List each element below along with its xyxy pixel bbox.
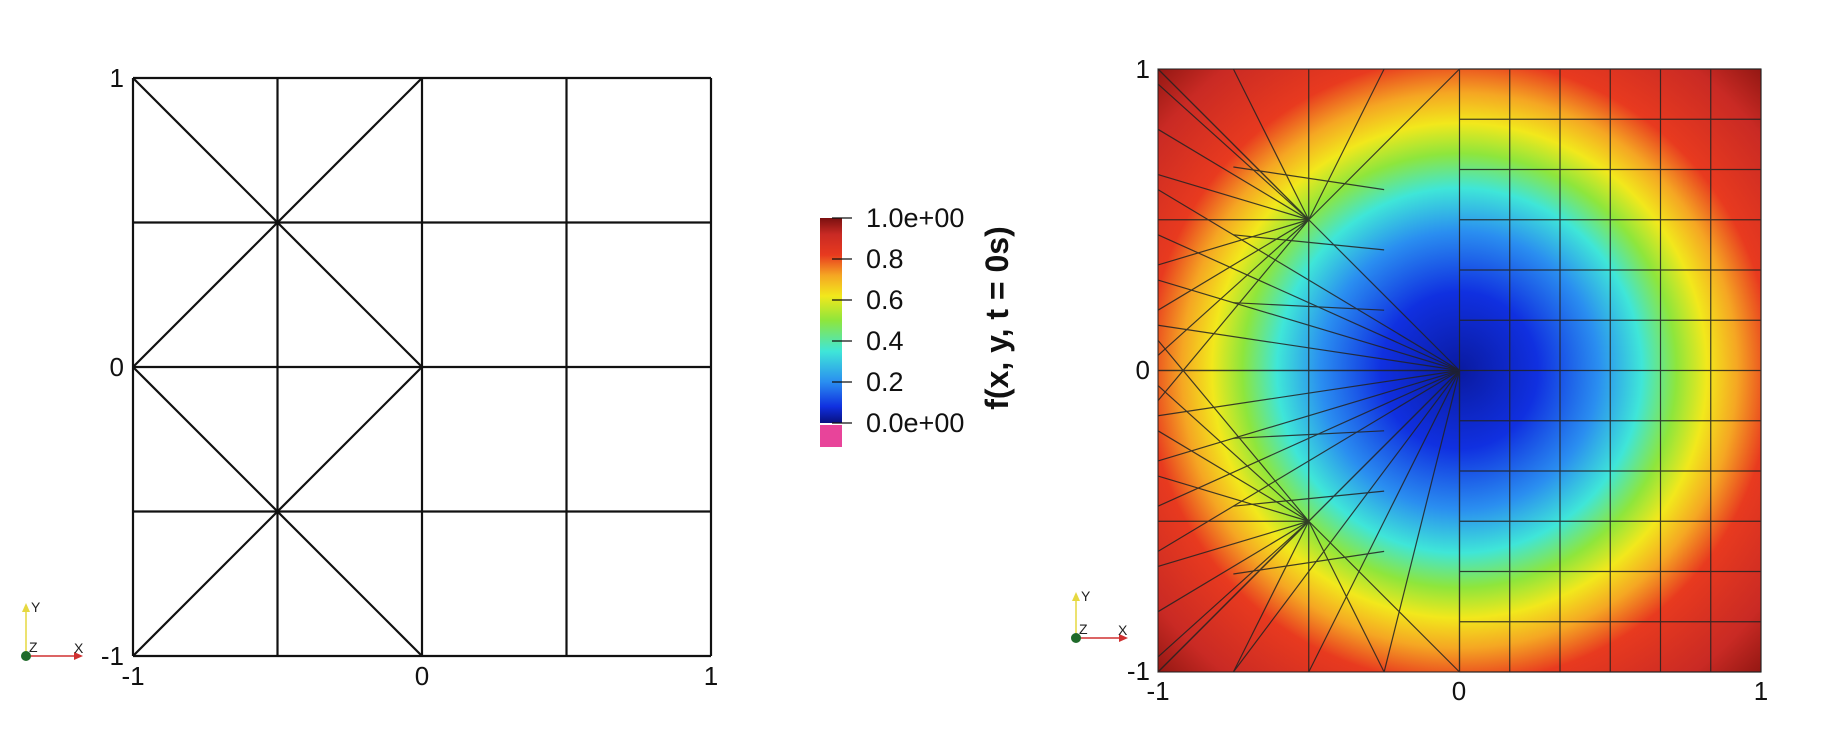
triad-origin-icon [21, 651, 31, 661]
left-axes-triad: Y Z X [21, 599, 84, 661]
mesh-fan-edge [1308, 370, 1461, 673]
mesh-fan-edge [1232, 370, 1460, 673]
colorbar-tick-label: 0.2 [866, 367, 904, 397]
mesh-edge [1233, 430, 1385, 439]
mesh-diagonal [132, 510, 279, 657]
mesh-fan-edge [1157, 520, 1310, 673]
triad-x-label: X [1118, 622, 1128, 638]
mesh-fan-edge [1157, 219, 1310, 356]
mesh-border [1157, 68, 1762, 673]
left-y-tick-mid: 0 [110, 352, 124, 382]
left-x-tick-mid: 0 [415, 661, 429, 691]
color-legend: 1.0e+00 0.8 0.6 0.4 0.2 0.0e+00 f(x, y, t = 0… [820, 203, 1015, 447]
triad-y-label: Y [31, 599, 41, 615]
mesh-fan-edge [1232, 68, 1310, 221]
colorbar-ticks: 1.0e+00 0.8 0.6 0.4 0.2 0.0e+00 [832, 203, 964, 438]
mesh-diagonal [132, 366, 279, 513]
mesh-fan-edge [1308, 520, 1460, 673]
mesh-fan-edge [1308, 520, 1385, 673]
mesh-diagonal [276, 510, 423, 657]
right-y-tick-max: 1 [1136, 54, 1150, 84]
mesh-fan-edge [1157, 520, 1310, 613]
colorbar-nan-swatch [820, 425, 842, 447]
mesh-edge [1233, 490, 1385, 507]
triad-y-label: Y [1081, 588, 1091, 604]
mesh-fan-edge [1308, 68, 1460, 221]
mesh-fan-edge [1157, 520, 1310, 658]
triad-origin-icon [1071, 633, 1081, 643]
mesh-edge [1233, 550, 1385, 575]
right-y-tick-min: -1 [1127, 656, 1150, 686]
right-field-view: -1 0 1 1 0 -1 Y Z X [1071, 54, 1768, 706]
colorbar-tick-label: 0.0e+00 [866, 408, 964, 438]
left-mesh-lines [131, 76, 713, 658]
mesh-fan-edge [1157, 68, 1310, 221]
right-y-tick-mid: 0 [1136, 355, 1150, 385]
colorbar-tick-label: 0.8 [866, 244, 904, 274]
colorbar-tick-label: 1.0e+00 [866, 203, 964, 233]
right-mesh-lines [1157, 68, 1762, 673]
right-x-tick-min: -1 [1146, 676, 1169, 706]
left-y-tick-min: -1 [101, 641, 124, 671]
mesh-fan-edge [1232, 520, 1310, 673]
mesh-diagonal [276, 77, 423, 224]
colorbar-tick-label: 0.6 [866, 285, 904, 315]
triad-x-label: X [74, 640, 84, 656]
mesh-fan-edge [1308, 68, 1385, 221]
mesh-diagonal [276, 366, 423, 513]
left-x-tick-max: 1 [704, 661, 718, 691]
mesh-fan-edge [1157, 173, 1309, 221]
mesh-fan-edge [1157, 430, 1310, 522]
mesh-diagonal [132, 221, 279, 368]
right-x-tick-mid: 0 [1452, 676, 1466, 706]
left-y-tick-max: 1 [110, 63, 124, 93]
right-x-tick-max: 1 [1754, 676, 1768, 706]
mesh-fan-edge [1157, 128, 1310, 221]
mesh-edge [1233, 166, 1385, 191]
triad-z-label: Z [29, 639, 38, 655]
colorbar-title: f(x, y, t = 0s) [979, 226, 1015, 409]
mesh-diagonal [276, 221, 423, 368]
right-axes-triad: Y Z X [1071, 588, 1128, 643]
triad-z-label: Z [1079, 621, 1088, 637]
colorbar-tick-label: 0.4 [866, 326, 904, 356]
mesh-fan-edge [1157, 219, 1310, 311]
mesh-fan-edge [1157, 83, 1310, 221]
mesh-fan-edge [1157, 385, 1310, 522]
colorbar-gradient [820, 218, 842, 423]
mesh-fan-edge [1157, 520, 1309, 568]
mesh-fan-edge [1157, 219, 1309, 266]
mesh-edge [1233, 302, 1385, 311]
mesh-fan-edge [1157, 475, 1309, 522]
left-x-tick-min: -1 [121, 661, 144, 691]
mesh-diagonal [132, 77, 279, 224]
left-mesh-view: -1 0 1 1 0 -1 Y Z X [21, 63, 718, 691]
mesh-edge [1233, 234, 1385, 251]
mesh-fan-edge [1383, 370, 1461, 673]
